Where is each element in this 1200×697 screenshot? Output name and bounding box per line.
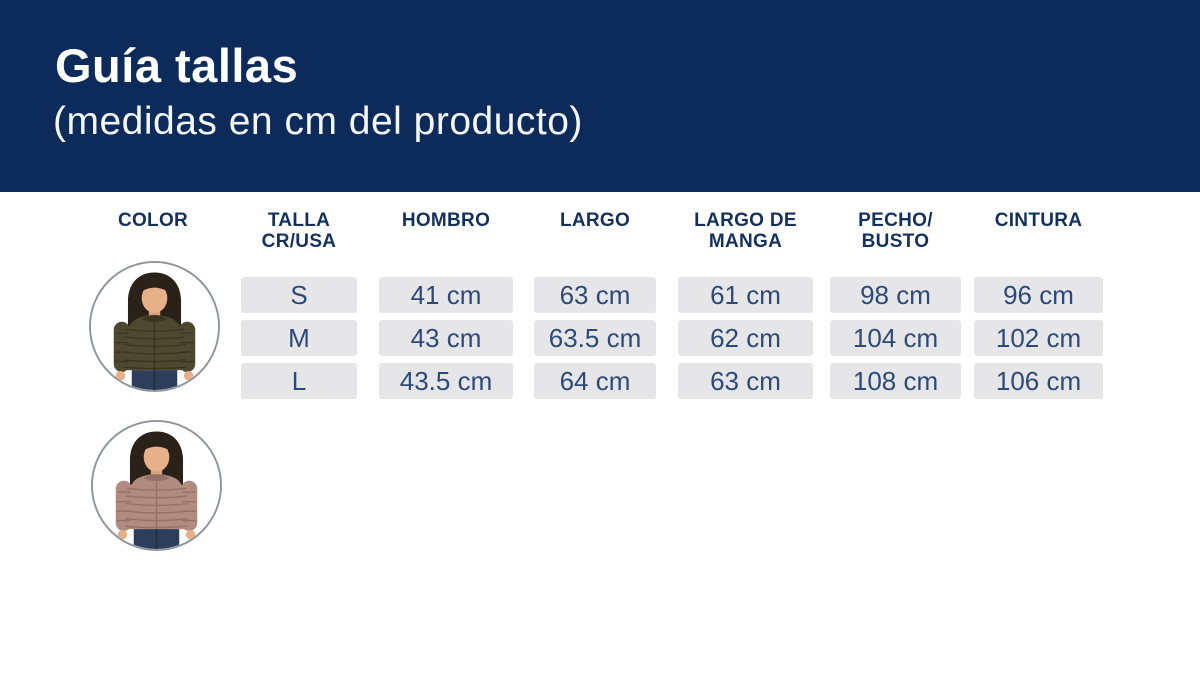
column-color: COLOR [83, 210, 223, 277]
column-header-cintura: CINTURA [994, 210, 1083, 231]
hand [183, 371, 194, 381]
cell-pecho-s: 98 cm [830, 277, 961, 313]
puffer-jacket [115, 474, 198, 540]
column-header-color: COLOR [117, 210, 189, 231]
column-header-largo: LARGO [559, 210, 631, 231]
jeans [131, 370, 178, 390]
page-subtitle: (medidas en cm del producto) [53, 100, 583, 143]
column-header-largo-de-manga: LARGO DE MANGA [694, 210, 797, 252]
cell-talla-s: S [241, 277, 357, 313]
cell-hombro-m: 43 cm [379, 320, 513, 356]
face [143, 442, 170, 472]
quilt-lines [116, 476, 197, 530]
cell-manga-m: 62 cm [678, 320, 813, 356]
woman-rose-puffer-jacket-illustration [93, 422, 220, 549]
column-header-talla: TALLA CR/USA [261, 210, 337, 252]
product-photo-olive-jacket [89, 261, 220, 392]
product-photo-rose-jacket [91, 420, 222, 551]
hand [115, 371, 126, 381]
column-hombro: HOMBRO 41 cm 43 cm 43.5 cm [379, 210, 513, 406]
hair-fringe [136, 277, 173, 296]
cell-pecho-l: 108 cm [830, 363, 961, 399]
cell-cintura-s: 96 cm [974, 277, 1103, 313]
cell-largo-s: 63 cm [534, 277, 656, 313]
column-header-pecho-busto: PECHO/ BUSTO [858, 210, 933, 252]
column-talla: TALLA CR/USA S M L [241, 210, 357, 406]
face [141, 283, 168, 313]
column-cintura: CINTURA 96 cm 102 cm 106 cm [974, 210, 1103, 406]
hand [117, 530, 128, 540]
cell-largo-l: 64 cm [534, 363, 656, 399]
column-header-hombro: HOMBRO [401, 210, 491, 231]
cell-pecho-m: 104 cm [830, 320, 961, 356]
cell-manga-l: 63 cm [678, 363, 813, 399]
cell-cintura-m: 102 cm [974, 320, 1103, 356]
cell-hombro-l: 43.5 cm [379, 363, 513, 399]
cell-hombro-s: 41 cm [379, 277, 513, 313]
column-largo-de-manga: LARGO DE MANGA 61 cm 62 cm 63 cm [678, 210, 813, 406]
header-banner: Guía tallas (medidas en cm del producto) [0, 0, 1200, 192]
column-largo: LARGO 63 cm 63.5 cm 64 cm [534, 210, 656, 406]
jeans [133, 529, 180, 549]
quilt-lines [114, 317, 195, 371]
cell-manga-s: 61 cm [678, 277, 813, 313]
cell-cintura-l: 106 cm [974, 363, 1103, 399]
hair-fringe [138, 436, 175, 455]
woman-olive-puffer-jacket-illustration [91, 263, 218, 390]
cell-largo-m: 63.5 cm [534, 320, 656, 356]
page-title: Guía tallas [55, 39, 299, 92]
cell-talla-m: M [241, 320, 357, 356]
column-pecho-busto: PECHO/ BUSTO 98 cm 104 cm 108 cm [830, 210, 961, 406]
puffer-jacket [113, 315, 196, 381]
cell-talla-l: L [241, 363, 357, 399]
hand [185, 530, 196, 540]
